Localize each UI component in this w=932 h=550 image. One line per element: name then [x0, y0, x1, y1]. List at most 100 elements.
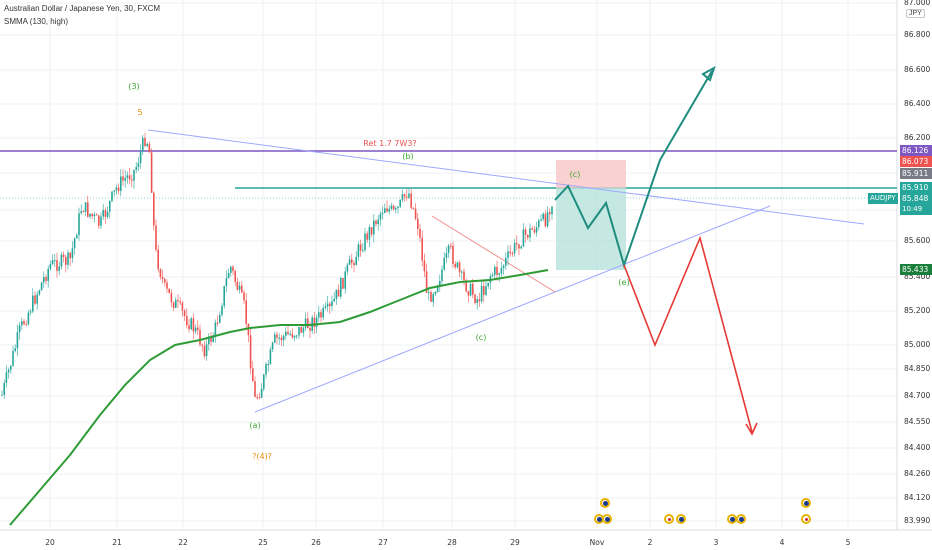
- candle-body: [214, 322, 217, 336]
- retracement-label: Ret 1.7 7W3?: [363, 139, 417, 148]
- candle-body: [172, 302, 175, 308]
- candle-body: [318, 312, 320, 318]
- candle-body: [419, 228, 421, 238]
- lower-trendline[interactable]: [254, 205, 771, 413]
- candle-body: [505, 257, 507, 266]
- event-flag-icon[interactable]: [801, 498, 811, 508]
- candle-body: [126, 175, 129, 178]
- candle-body: [188, 325, 190, 330]
- candle-body: [456, 262, 459, 268]
- time-axis-label: 26: [311, 538, 321, 547]
- candle-body: [491, 274, 494, 277]
- event-flag-icon[interactable]: [600, 498, 610, 508]
- candle-body: [392, 205, 395, 210]
- candle-body: [480, 286, 483, 302]
- candle-body: [175, 299, 177, 308]
- time-axis-label: 5: [845, 538, 851, 547]
- candle-body: [302, 327, 305, 333]
- smma-line: [9, 269, 549, 526]
- candle-body: [137, 163, 140, 168]
- candle-body: [366, 233, 368, 240]
- candle-body: [128, 175, 131, 180]
- candle-body: [289, 333, 291, 335]
- candle-body: [458, 262, 461, 273]
- projection-down-path[interactable]: [623, 235, 753, 433]
- candle-body: [381, 213, 384, 215]
- currency-badge[interactable]: JPY: [906, 9, 925, 18]
- upper-trendline[interactable]: [147, 129, 865, 225]
- event-japan-icon[interactable]: [801, 514, 811, 524]
- candle-body: [146, 143, 148, 147]
- time-axis-label: 4: [779, 538, 785, 547]
- candle-body: [186, 316, 188, 326]
- candle-body: [414, 208, 417, 219]
- time-axis-label: 22: [178, 538, 188, 547]
- candle-body: [439, 281, 441, 286]
- candle-body: [304, 318, 307, 328]
- candle-body: [432, 294, 434, 302]
- candle-body: [71, 248, 74, 259]
- candle-body: [467, 291, 470, 296]
- candle-body: [232, 266, 234, 271]
- candle-body: [164, 279, 166, 283]
- candle-body: [148, 143, 151, 153]
- candle-body: [463, 271, 465, 281]
- event-flag-icon[interactable]: [736, 514, 746, 524]
- candle-body: [150, 152, 153, 193]
- event-japan-icon[interactable]: [664, 514, 674, 524]
- candle-body: [76, 235, 78, 239]
- event-flag-icon[interactable]: [676, 514, 686, 524]
- time-axis-label: 3: [713, 538, 719, 547]
- projection-up-path[interactable]: [554, 70, 713, 269]
- candle-body: [247, 323, 250, 336]
- time-axis-label: 2: [647, 538, 653, 547]
- candle-body: [496, 266, 498, 275]
- candle-body: [269, 349, 272, 365]
- candle-body: [353, 262, 355, 266]
- candle-body: [16, 332, 19, 349]
- candle-body: [542, 213, 544, 220]
- candlestick-series: [1, 132, 553, 400]
- candle-body: [531, 228, 533, 230]
- candle-body: [370, 227, 373, 235]
- candle-body: [100, 216, 102, 226]
- candle-body: [436, 285, 439, 292]
- candle-body: [344, 271, 346, 289]
- time-axis-label: 21: [112, 538, 122, 547]
- candle-body: [78, 213, 80, 236]
- candle-body: [236, 281, 239, 290]
- candle-body: [487, 282, 489, 287]
- candle-body: [507, 251, 509, 258]
- candle-body: [441, 269, 443, 282]
- candle-body: [18, 325, 21, 333]
- candle-body: [551, 206, 553, 215]
- candle-body: [230, 266, 232, 273]
- candle-body: [412, 207, 415, 209]
- candle-body: [296, 335, 298, 337]
- candle-body: [131, 179, 133, 181]
- price-axis-label: 86.400: [904, 99, 931, 108]
- event-flag-icon[interactable]: [602, 514, 612, 524]
- candle-body: [346, 264, 349, 272]
- price-axis-label: 84.850: [904, 364, 931, 373]
- wedge-trendline-red[interactable]: [431, 215, 556, 293]
- candle-body: [498, 273, 500, 275]
- candle-body: [249, 335, 252, 369]
- time-axis-label: 27: [378, 538, 388, 547]
- candle-body: [256, 396, 258, 398]
- take-profit-zone[interactable]: [556, 188, 626, 270]
- candle-body: [267, 364, 269, 366]
- candle-body: [56, 260, 58, 271]
- stop-loss-zone[interactable]: [556, 160, 626, 188]
- candle-body: [109, 200, 111, 212]
- candle-body: [161, 276, 164, 280]
- tag-last-price: 85.848: [900, 193, 932, 204]
- candle-body: [546, 212, 549, 227]
- candle-body: [300, 326, 302, 333]
- candle-body: [368, 227, 371, 240]
- candle-body: [549, 212, 551, 215]
- candle-body: [434, 291, 437, 295]
- price-axis-label: 86.600: [904, 65, 931, 74]
- candle-body: [476, 299, 478, 303]
